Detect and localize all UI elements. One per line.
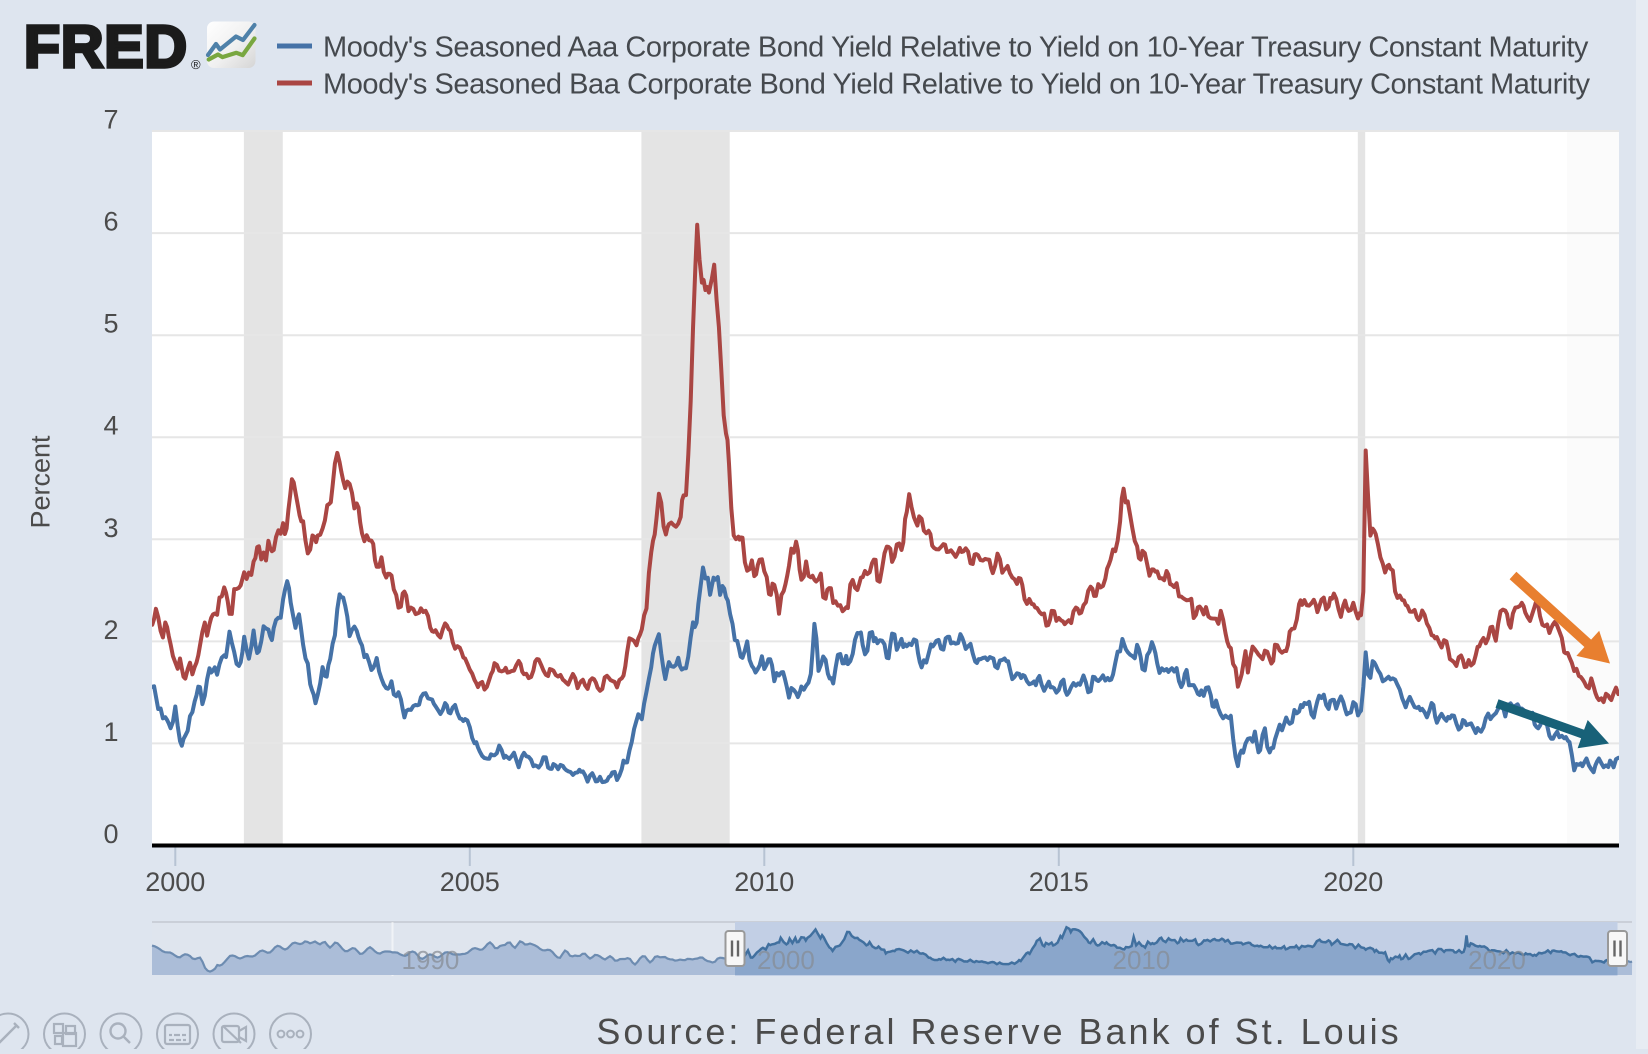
svg-text:®: ® bbox=[191, 57, 201, 72]
svg-text:1990: 1990 bbox=[402, 945, 460, 975]
svg-text:Source: Federal Reserve Bank o: Source: Federal Reserve Bank of St. Loui… bbox=[596, 1011, 1401, 1049]
svg-text:2010: 2010 bbox=[1113, 945, 1171, 975]
svg-text:Moody's Seasoned Baa Corporate: Moody's Seasoned Baa Corporate Bond Yiel… bbox=[323, 69, 1591, 101]
svg-text:2010: 2010 bbox=[734, 867, 794, 897]
svg-text:2015: 2015 bbox=[1029, 867, 1089, 897]
svg-text:1: 1 bbox=[103, 717, 118, 747]
svg-text:0: 0 bbox=[103, 819, 118, 849]
svg-text:5: 5 bbox=[103, 309, 118, 339]
svg-text:4: 4 bbox=[103, 411, 118, 441]
svg-text:FRED: FRED bbox=[24, 14, 188, 80]
svg-text:Moody's Seasoned Aaa Corporate: Moody's Seasoned Aaa Corporate Bond Yiel… bbox=[323, 32, 1589, 64]
svg-text:2005: 2005 bbox=[440, 867, 500, 897]
svg-text:2020: 2020 bbox=[1468, 945, 1526, 975]
svg-text:2000: 2000 bbox=[145, 867, 205, 897]
svg-text:2000: 2000 bbox=[757, 945, 815, 975]
svg-text:Percent: Percent bbox=[26, 435, 56, 529]
svg-text:2020: 2020 bbox=[1323, 867, 1383, 897]
svg-text:2: 2 bbox=[103, 615, 118, 645]
svg-text:3: 3 bbox=[103, 513, 118, 543]
svg-text:7: 7 bbox=[103, 105, 118, 135]
svg-text:6: 6 bbox=[103, 207, 118, 237]
